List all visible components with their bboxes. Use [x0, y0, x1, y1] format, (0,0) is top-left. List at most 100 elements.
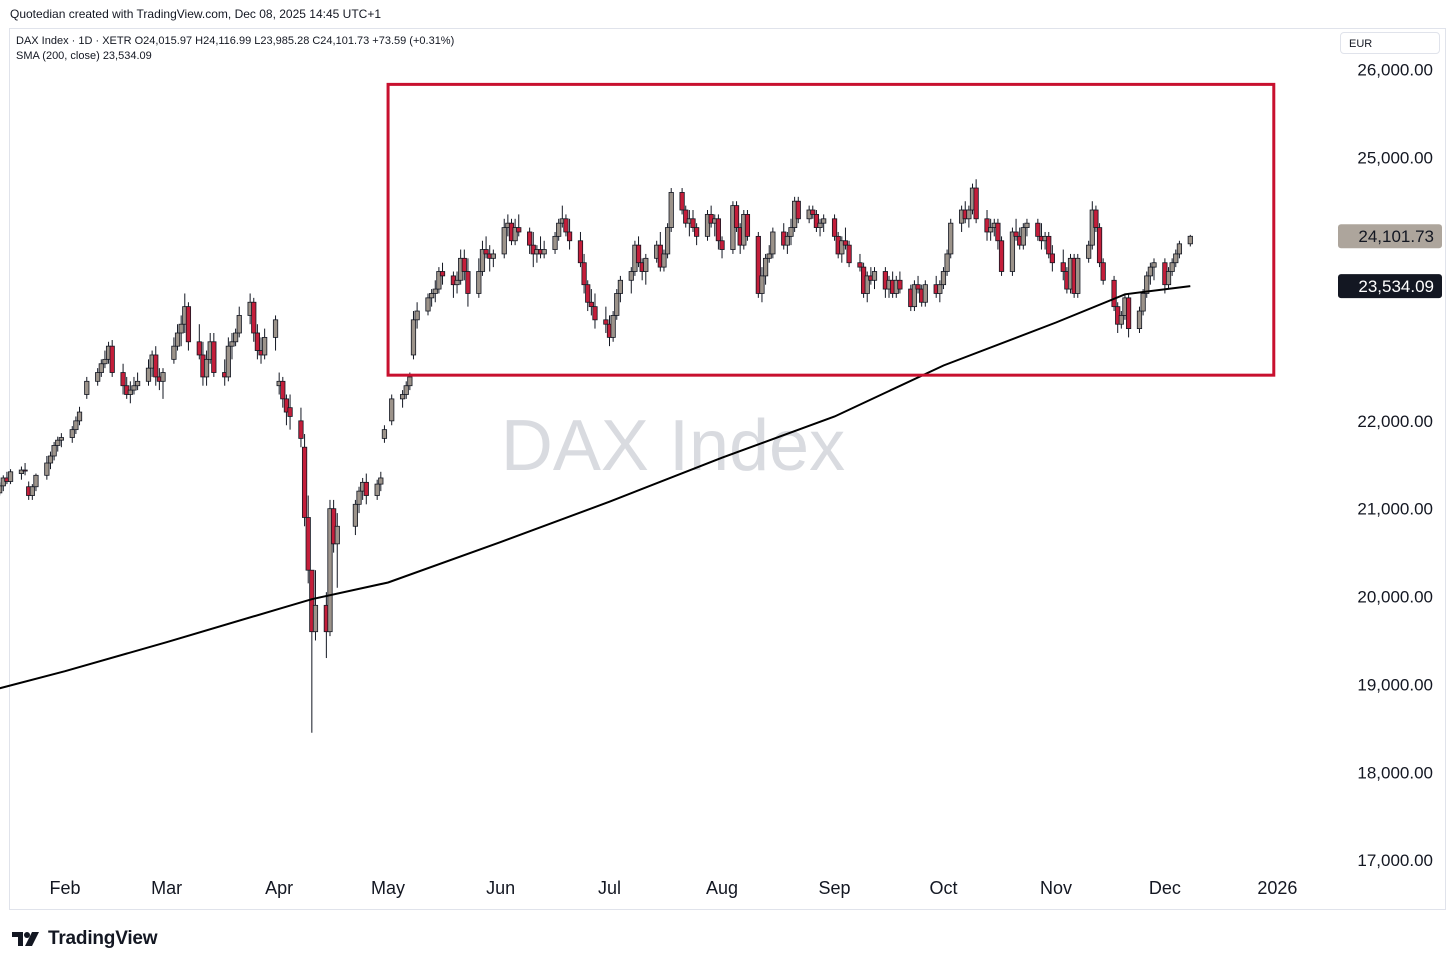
candle-body	[374, 483, 380, 496]
candle	[719, 236, 725, 259]
candle-body	[719, 240, 725, 250]
candle	[556, 218, 562, 241]
candle-body	[1009, 231, 1016, 272]
candle	[76, 406, 83, 426]
candle-body	[770, 231, 776, 255]
candle-body	[795, 200, 801, 220]
candle	[439, 262, 446, 285]
candle-body	[1125, 297, 1132, 330]
candle-body	[185, 306, 192, 343]
candle-body	[501, 227, 507, 255]
candle-body	[0, 485, 3, 494]
candle-body	[842, 240, 849, 246]
x-tick-label: Dec	[1149, 878, 1181, 898]
candle-body	[280, 380, 286, 400]
candle	[33, 473, 39, 492]
candle-body	[109, 345, 115, 373]
candle-body	[603, 319, 609, 325]
candle	[1111, 275, 1117, 312]
price-axis[interactable]: 26,000.00 25,000.00 22,000.00 21,000.00 20,0…	[1357, 60, 1433, 870]
x-tick-label: 2026	[1257, 878, 1297, 898]
candle	[944, 249, 950, 276]
candle-body	[810, 209, 816, 215]
last-price-badge-bg	[1338, 224, 1442, 249]
candle-body	[679, 192, 685, 211]
candle-body	[1060, 262, 1066, 272]
candles-layer	[0, 179, 1193, 733]
candle-body	[864, 275, 870, 294]
candle-body	[614, 293, 620, 316]
candle-body	[439, 271, 446, 277]
chart-frame[interactable]	[9, 28, 1446, 910]
tradingview-logo[interactable]: TradingView	[12, 928, 158, 950]
currency-label[interactable]: EUR	[1340, 32, 1440, 54]
candle	[454, 271, 460, 294]
candle-body	[527, 231, 533, 246]
candle	[998, 236, 1005, 276]
candle	[821, 214, 827, 232]
candle-body	[541, 249, 547, 255]
candle-body	[784, 235, 790, 246]
candle	[1049, 245, 1055, 272]
candle	[831, 214, 838, 241]
candle	[283, 394, 290, 426]
candle	[516, 214, 522, 237]
candle-body	[145, 367, 152, 382]
candle-body	[399, 394, 406, 400]
candle-body	[744, 214, 751, 237]
candle-body	[988, 227, 994, 233]
candle-body	[813, 214, 820, 228]
candle	[1176, 240, 1183, 259]
x-tick-label: Aug	[706, 878, 738, 898]
candle-body	[301, 446, 308, 518]
candle-body	[309, 569, 315, 633]
candle	[864, 271, 870, 303]
candle-body	[298, 420, 304, 439]
candle	[694, 223, 700, 246]
candle-body	[429, 293, 435, 299]
candle-body	[483, 249, 489, 255]
y-tick-label: 18,000.00	[1357, 763, 1433, 782]
candle	[211, 333, 217, 377]
sma-value-badge-bg	[1338, 274, 1442, 299]
candle-body	[592, 306, 598, 321]
candle-body	[643, 257, 649, 272]
candle-body	[95, 372, 101, 382]
candle-body	[588, 301, 594, 308]
candle	[683, 205, 689, 228]
candle	[795, 196, 801, 224]
candle	[940, 267, 947, 290]
candle-body	[664, 227, 671, 255]
candle	[1151, 258, 1157, 281]
candle	[690, 210, 696, 232]
y-tick-label: 20,000.00	[1357, 588, 1433, 607]
candle	[280, 376, 286, 408]
tradingview-brand: TradingView	[48, 928, 158, 949]
candle-body	[58, 437, 64, 441]
candle-body	[683, 209, 689, 224]
candle-body	[552, 235, 558, 250]
x-tick-label: Jun	[486, 878, 515, 898]
candle	[378, 471, 384, 492]
candle	[312, 570, 319, 641]
candle	[1136, 306, 1143, 333]
candle-body	[153, 354, 159, 378]
candle	[229, 333, 235, 360]
candle-body	[668, 192, 674, 228]
candle	[84, 376, 90, 399]
candle-body	[911, 284, 918, 308]
candle	[432, 280, 438, 303]
last-price-badge: 24,101.73	[1338, 224, 1442, 249]
candle	[134, 372, 141, 391]
sma-value-badge: 23,534.09	[1338, 274, 1442, 299]
candle	[988, 218, 994, 241]
candle-body	[229, 341, 235, 347]
candle-body	[454, 279, 460, 286]
time-axis[interactable]: Feb Mar Apr May Jun Jul Aug Sep Oct Nov Dec 2026	[49, 878, 1297, 898]
candle-body	[356, 490, 362, 505]
candle	[425, 293, 431, 316]
candle-body	[1176, 243, 1183, 255]
sma-200-line	[0, 285, 1191, 690]
candle-body	[171, 345, 177, 360]
